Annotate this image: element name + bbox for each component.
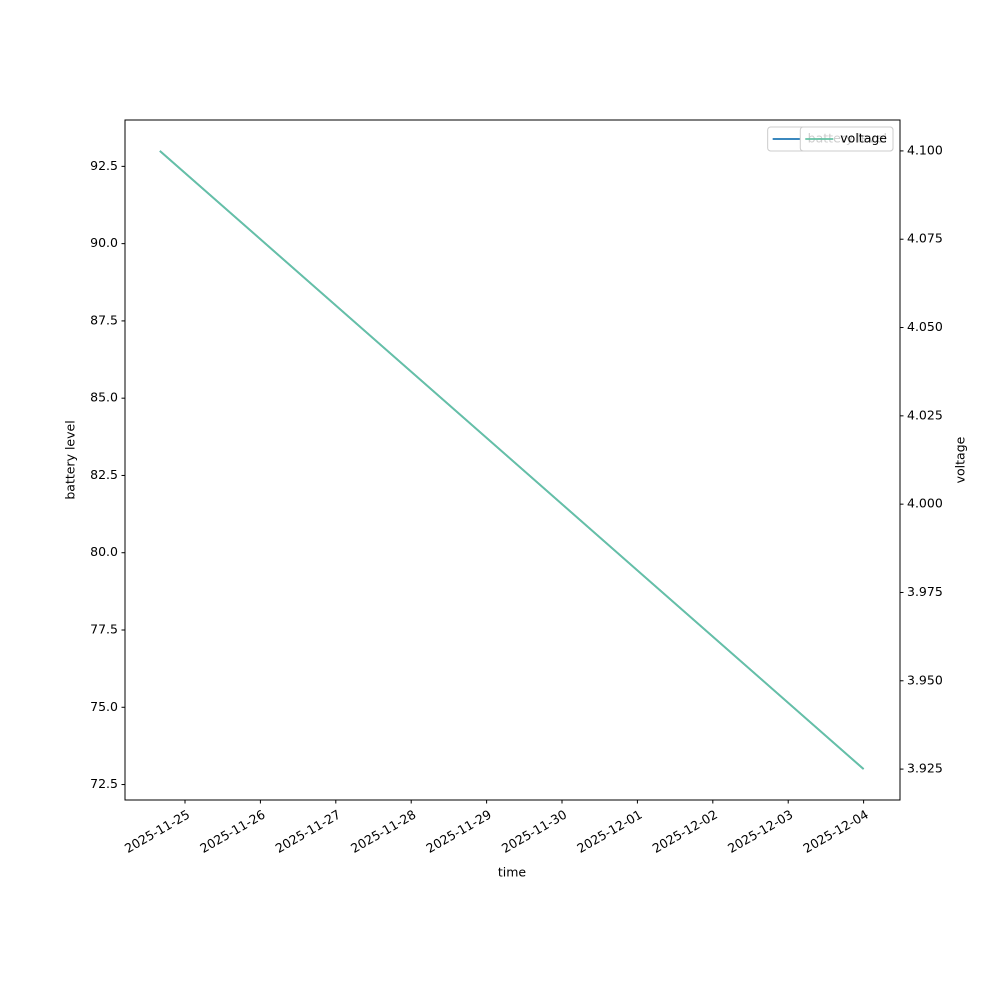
y-tick-label: 82.5	[90, 467, 118, 482]
x-tick-label: 2025-11-28	[348, 807, 418, 856]
y2-tick-label: 4.050	[907, 319, 943, 334]
y2-tick-label: 3.975	[907, 584, 943, 599]
x-tick-label: 2025-11-30	[499, 807, 569, 856]
y2-tick-label: 4.000	[907, 496, 943, 511]
y2-axis-label: voltage	[953, 436, 968, 483]
x-tick-label: 2025-11-26	[197, 807, 267, 856]
legend-box	[799, 126, 894, 152]
y-tick-label: 90.0	[90, 235, 118, 250]
y-tick-label: 72.5	[90, 776, 118, 791]
y2-tick-label: 4.075	[907, 231, 943, 246]
plot-frame	[124, 119, 901, 801]
y2-tick-label: 3.925	[907, 761, 943, 776]
y-tick-label: 80.0	[90, 544, 118, 559]
x-tick-label: 2025-11-25	[122, 807, 192, 856]
x-tick-label: 2025-12-04	[800, 807, 870, 856]
y2-tick-label: 3.950	[907, 672, 943, 687]
x-tick-label: 2025-12-02	[650, 807, 720, 856]
y2-tick-label: 4.025	[907, 407, 943, 422]
y-tick-label: 87.5	[90, 312, 118, 327]
series-line	[159, 150, 865, 770]
legend-label: voltage	[840, 131, 887, 146]
x-axis-label: time	[498, 865, 527, 880]
y-tick-label: 85.0	[90, 390, 118, 405]
y-tick-label: 92.5	[90, 158, 118, 173]
x-tick-label: 2025-11-29	[423, 807, 493, 856]
legend: voltage	[799, 126, 894, 152]
y-tick-label: 77.5	[90, 622, 118, 637]
x-tick-label: 2025-11-27	[273, 807, 343, 856]
x-tick-label: 2025-12-01	[574, 807, 644, 856]
x-tick-label: 2025-12-03	[725, 807, 795, 856]
y2-tick-label: 4.100	[907, 142, 943, 157]
y-axis-label: battery level	[63, 420, 78, 499]
y-tick-label: 75.0	[90, 699, 118, 714]
